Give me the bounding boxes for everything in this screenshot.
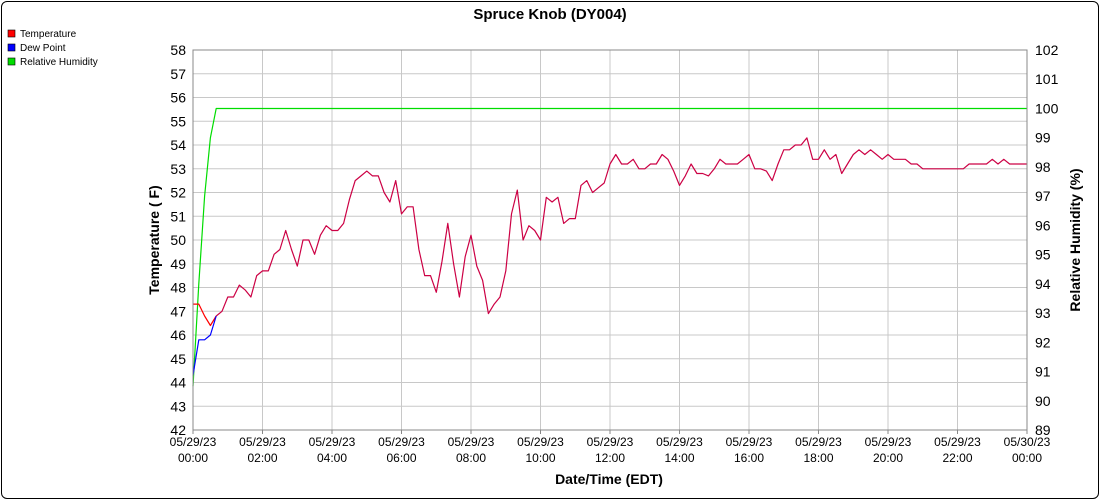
x-tick-date: 05/29/23: [865, 435, 912, 449]
x-tick-date: 05/30/23: [1004, 435, 1051, 449]
y-tick-label: 57: [170, 66, 186, 82]
y-tick-label: 46: [170, 327, 186, 343]
y2-axis-title: Relative Humidity (%): [1067, 168, 1083, 311]
x-tick-time: 06:00: [386, 451, 416, 465]
y-tick-label: 49: [170, 256, 186, 272]
y2-tick-label: 96: [1035, 217, 1051, 233]
x-tick-time: 12:00: [595, 451, 625, 465]
y-tick-label: 42: [170, 422, 186, 438]
x-tick-date: 05/29/23: [517, 435, 564, 449]
x-tick-date: 05/29/23: [448, 435, 495, 449]
y2-tick-label: 90: [1035, 393, 1051, 409]
y-tick-label: 52: [170, 185, 186, 201]
y-tick-label: 56: [170, 90, 186, 106]
x-tick-date: 05/29/23: [587, 435, 634, 449]
legend: Temperature Dew Point Relative Humidity: [7, 29, 98, 68]
x-tick-date: 05/29/23: [170, 435, 217, 449]
y2-tick-label: 94: [1035, 276, 1051, 292]
x-tick-time: 16:00: [734, 451, 764, 465]
x-tick-date: 05/29/23: [309, 435, 356, 449]
legend-label: Dew Point: [20, 43, 66, 54]
plot-border: [192, 49, 1028, 431]
legend-swatch: [7, 57, 16, 66]
y-tick-label: 50: [170, 232, 186, 248]
series-line-dew-point: [192, 315, 217, 376]
grid: [192, 49, 1028, 431]
x-tick-time: 08:00: [456, 451, 486, 465]
y2-tick-label: 100: [1035, 100, 1059, 116]
y-tick-label: 48: [170, 280, 186, 296]
x-tick-date: 05/29/23: [378, 435, 425, 449]
y-tick-label: 54: [170, 137, 186, 153]
x-tick-time: 18:00: [803, 451, 833, 465]
x-tick-time: 20:00: [873, 451, 903, 465]
x-tick-date: 05/29/23: [934, 435, 981, 449]
y2-tick-label: 102: [1035, 42, 1059, 58]
y-tick-label: 55: [170, 113, 186, 129]
x-tick-time: 00:00: [1012, 451, 1042, 465]
chart-title: Spruce Knob (DY004): [473, 6, 626, 23]
x-tick-time: 10:00: [525, 451, 555, 465]
x-tick-date: 05/29/23: [726, 435, 773, 449]
y-tick-label: 47: [170, 303, 186, 319]
y-tick-label: 44: [170, 375, 186, 391]
y-axis-title: Temperature ( F): [146, 185, 162, 294]
x-tick-time: 04:00: [317, 451, 347, 465]
y2-tick-label: 101: [1035, 71, 1059, 87]
x-tick-date: 05/29/23: [795, 435, 842, 449]
y2-tick-label: 98: [1035, 159, 1051, 175]
series-line-temperature-dew-point-coincident: [215, 137, 1027, 317]
y-tick-label: 58: [170, 42, 186, 58]
y2-tick-label: 99: [1035, 130, 1051, 146]
series-lines: [192, 107, 1027, 387]
y2-tick-label: 93: [1035, 305, 1051, 321]
series-line-temperature: [193, 303, 217, 327]
right-axis-ticks: 89 90 91 92 93 94 95 96 97 98 99 100 101 102: [1035, 42, 1059, 438]
x-axis-title: Date/Time (EDT): [555, 471, 663, 487]
legend-label: Temperature: [20, 29, 77, 40]
legend-swatch: [7, 29, 16, 38]
y-tick-label: 51: [170, 208, 186, 224]
x-axis-ticks: 05/29/23 00:00 05/29/23 02:00 05/29/23 04:00 0…: [170, 430, 1051, 465]
x-tick-time: 02:00: [247, 451, 277, 465]
x-tick-time: 14:00: [664, 451, 694, 465]
y2-tick-label: 89: [1035, 422, 1051, 438]
y-tick-label: 45: [170, 351, 186, 367]
legend-label: Relative Humidity: [20, 57, 98, 68]
y2-tick-label: 97: [1035, 188, 1051, 204]
x-tick-time: 22:00: [942, 451, 972, 465]
series-line-relative-humidity: [192, 107, 1027, 387]
y-tick-label: 53: [170, 161, 186, 177]
y2-tick-label: 92: [1035, 334, 1051, 350]
x-tick-time: 00:00: [178, 451, 208, 465]
y-tick-label: 43: [170, 398, 186, 414]
x-tick-date: 05/29/23: [656, 435, 703, 449]
x-tick-date: 05/29/23: [239, 435, 286, 449]
y2-tick-label: 95: [1035, 247, 1051, 263]
left-axis-ticks: 42 43 44 45 46 47 48 49 50 51 52 53 54 55 56 57 58: [170, 42, 186, 438]
legend-swatch: [7, 43, 16, 52]
y2-tick-label: 91: [1035, 364, 1051, 380]
